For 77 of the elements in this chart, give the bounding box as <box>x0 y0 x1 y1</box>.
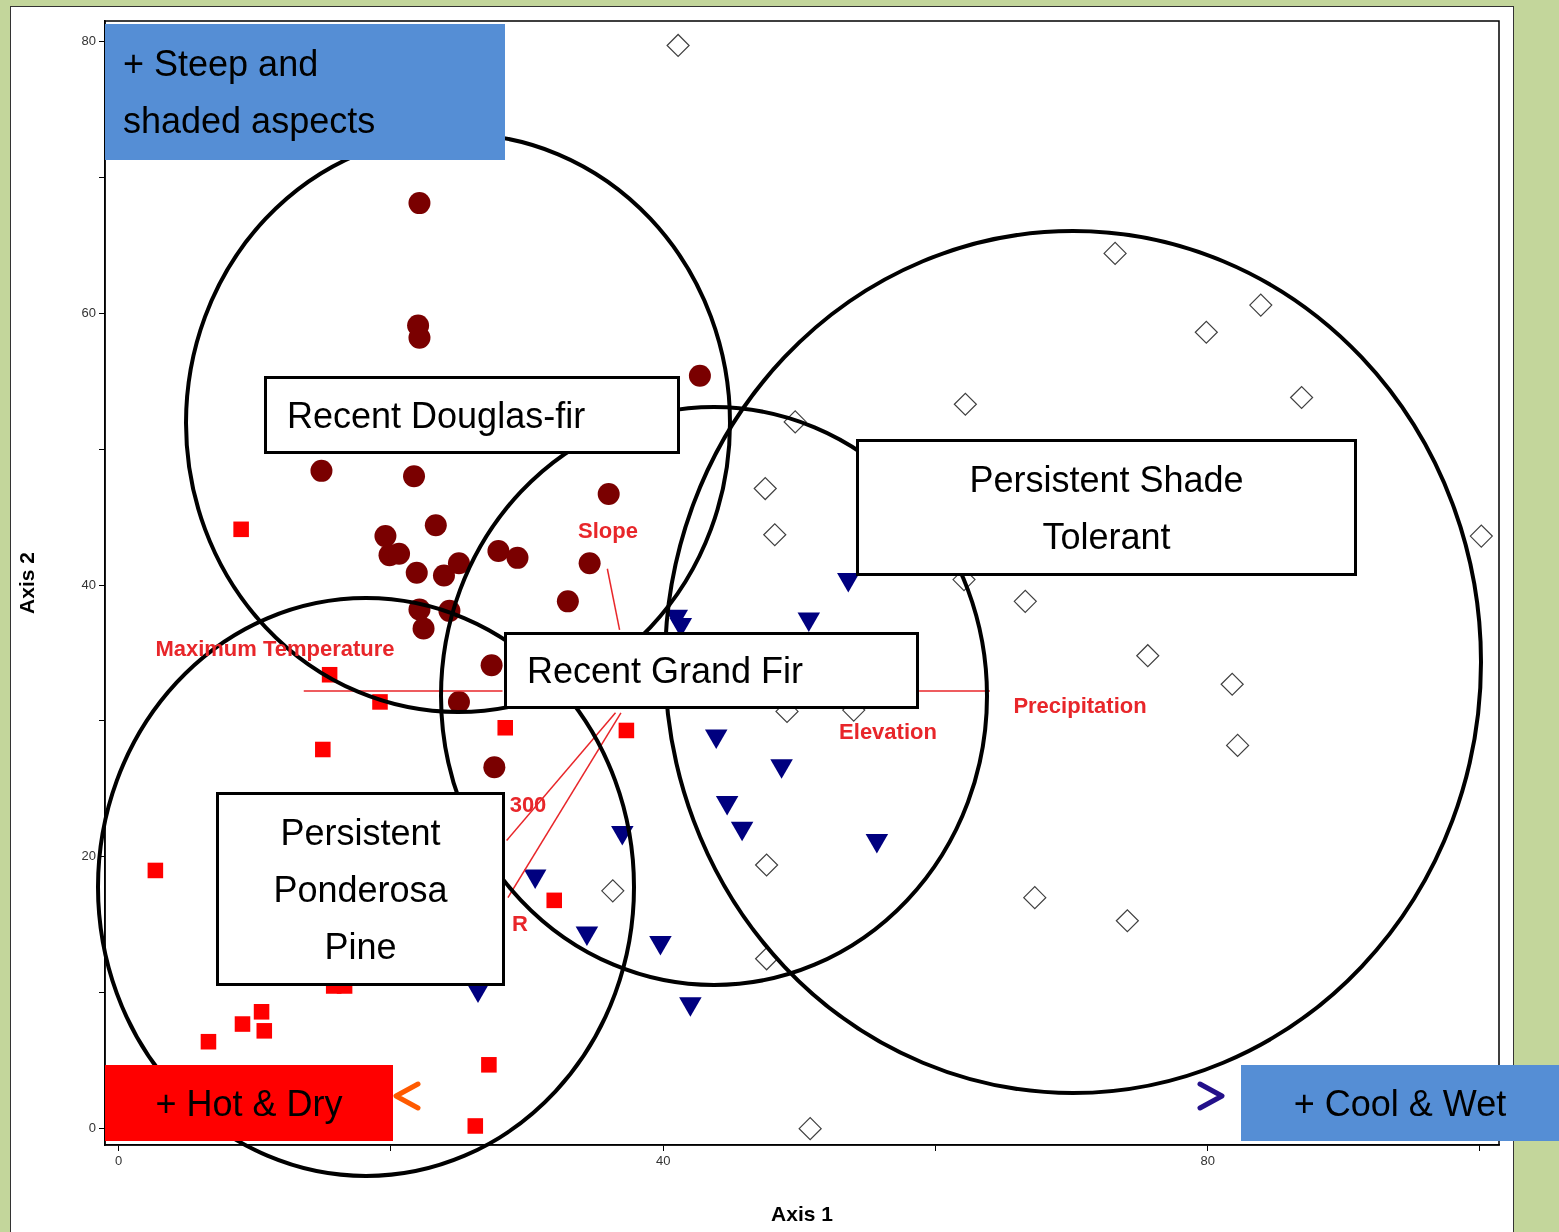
point <box>755 853 779 877</box>
annotation: Elevation <box>839 719 937 744</box>
point <box>578 552 601 575</box>
point <box>666 33 690 58</box>
point <box>233 521 249 538</box>
point <box>556 590 579 613</box>
point <box>1013 589 1037 613</box>
label-box: Persistent Shade Tolerant <box>856 439 1357 576</box>
annotation: Persistent Ponderosa Pine <box>272 810 449 969</box>
annotation: Recent Grand Fir <box>527 649 804 693</box>
point <box>432 564 455 587</box>
point <box>447 690 470 713</box>
point <box>483 756 506 779</box>
label-box: Persistent Ponderosa Pine <box>216 792 505 986</box>
point <box>688 364 711 387</box>
point <box>1136 644 1160 668</box>
point <box>480 654 503 677</box>
point <box>763 523 787 547</box>
point <box>1469 524 1493 548</box>
annotation: Slope <box>578 518 638 543</box>
point <box>405 561 428 584</box>
point <box>424 514 447 537</box>
y-tick-label: 0 <box>88 1120 96 1136</box>
point <box>256 1023 273 1039</box>
label-box: Recent Douglas-fir <box>264 376 680 454</box>
point <box>310 459 333 482</box>
point <box>412 617 435 640</box>
point <box>1290 385 1314 410</box>
point <box>798 1117 822 1141</box>
point <box>487 540 510 563</box>
x-tick-label: 80 <box>1200 1153 1215 1169</box>
point <box>618 722 635 739</box>
point <box>597 482 620 505</box>
point <box>315 741 331 758</box>
label-box: + Cool & Wet <box>1241 1065 1559 1141</box>
annotation: + Cool & Wet <box>1293 1081 1507 1126</box>
y-tick-label: 20 <box>81 848 96 864</box>
point <box>601 879 625 903</box>
point <box>1220 672 1244 696</box>
point <box>753 476 777 501</box>
point <box>253 1004 270 1020</box>
point <box>467 1118 484 1134</box>
point <box>1023 886 1047 910</box>
point <box>447 552 470 575</box>
annotation: Precipitation <box>1013 693 1147 718</box>
point <box>1115 909 1139 933</box>
point <box>497 719 514 736</box>
x-tick-label: 0 <box>115 1153 123 1169</box>
annotation: Persistent Shade Tolerant <box>968 457 1245 559</box>
point <box>546 892 563 909</box>
annotation: Recent Douglas-fir <box>287 393 586 438</box>
point <box>506 546 529 569</box>
x-axis-title: Axis 1 <box>771 1202 834 1226</box>
y-tick-label: 80 <box>81 32 96 48</box>
point <box>403 465 426 488</box>
y-tick-label: 40 <box>81 576 96 592</box>
y-axis-title: Axis 2 <box>15 552 39 614</box>
annotation: + Steep and shaded aspects <box>123 42 377 143</box>
point <box>147 862 164 879</box>
point <box>234 1016 251 1032</box>
point <box>481 1057 497 1073</box>
x-tick-label: 40 <box>655 1153 671 1169</box>
point <box>200 1033 217 1050</box>
label-box: + Steep and shaded aspects <box>105 24 505 160</box>
point <box>1249 293 1273 317</box>
y-tick-label: 60 <box>81 304 96 320</box>
point <box>755 947 779 971</box>
label-box: Recent Grand Fir <box>504 632 919 709</box>
point <box>1103 241 1127 266</box>
point <box>1194 320 1218 344</box>
point <box>374 525 397 548</box>
annotation: + Hot & Dry <box>155 1081 343 1126</box>
label-box: + Hot & Dry <box>105 1065 393 1141</box>
annotation: R <box>512 911 528 936</box>
point <box>408 192 431 215</box>
point <box>1226 733 1250 758</box>
point <box>953 392 977 416</box>
